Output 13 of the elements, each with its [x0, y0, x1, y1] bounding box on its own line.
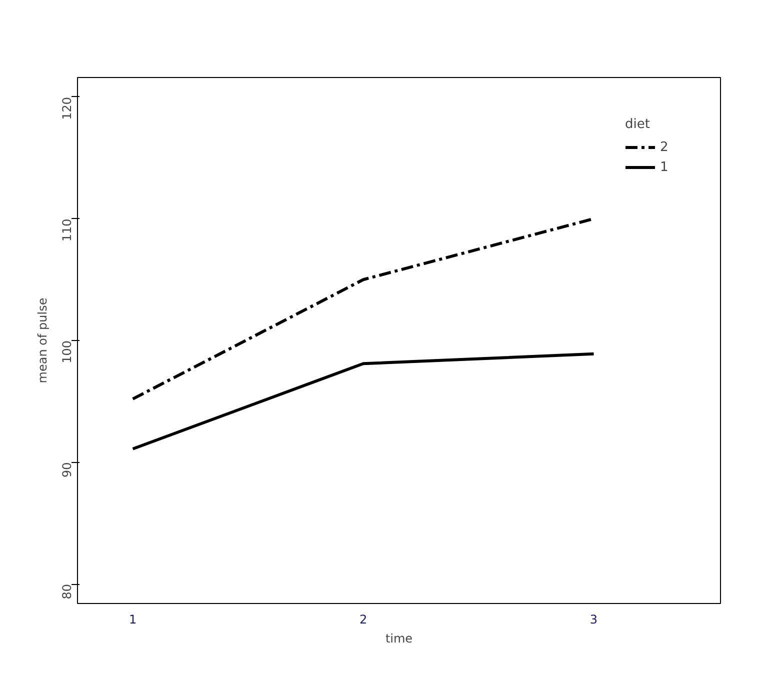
- x-tick-label: 1: [128, 612, 137, 626]
- x-axis-title: time: [385, 632, 413, 646]
- y-tick-label: 80: [60, 584, 74, 600]
- y-axis-title: mean of pulse: [36, 298, 50, 384]
- legend-title: diet: [625, 117, 651, 132]
- x-tick-label: 2: [359, 612, 368, 626]
- x-tick-label: 3: [590, 612, 598, 626]
- y-tick-label: 110: [60, 218, 74, 242]
- y-tick-label: 100: [60, 340, 74, 364]
- legend-label: 1: [660, 160, 670, 174]
- y-tick-label: 90: [60, 462, 74, 478]
- legend-label: 2: [660, 140, 670, 154]
- y-tick-label: 120: [60, 96, 74, 120]
